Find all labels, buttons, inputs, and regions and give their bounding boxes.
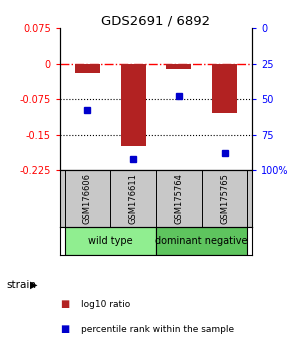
Text: ■: ■ [60, 299, 69, 309]
Bar [212, 64, 237, 113]
Bar [64, 227, 156, 255]
Text: percentile rank within the sample: percentile rank within the sample [81, 325, 234, 334]
Text: log10 ratio: log10 ratio [81, 300, 130, 309]
Bar [75, 64, 100, 73]
Text: GSM176611: GSM176611 [129, 173, 138, 224]
Text: ■: ■ [60, 324, 69, 334]
Text: strain: strain [6, 280, 36, 290]
Bar [166, 64, 191, 69]
Text: GSM176606: GSM176606 [83, 173, 92, 224]
Text: GSM175764: GSM175764 [174, 173, 183, 224]
Bar [156, 227, 248, 255]
Text: ▶: ▶ [30, 280, 38, 290]
Text: dominant negative: dominant negative [155, 236, 248, 246]
Bar [121, 64, 146, 146]
Title: GDS2691 / 6892: GDS2691 / 6892 [101, 14, 211, 27]
Text: wild type: wild type [88, 236, 133, 246]
Text: GSM175765: GSM175765 [220, 173, 229, 224]
